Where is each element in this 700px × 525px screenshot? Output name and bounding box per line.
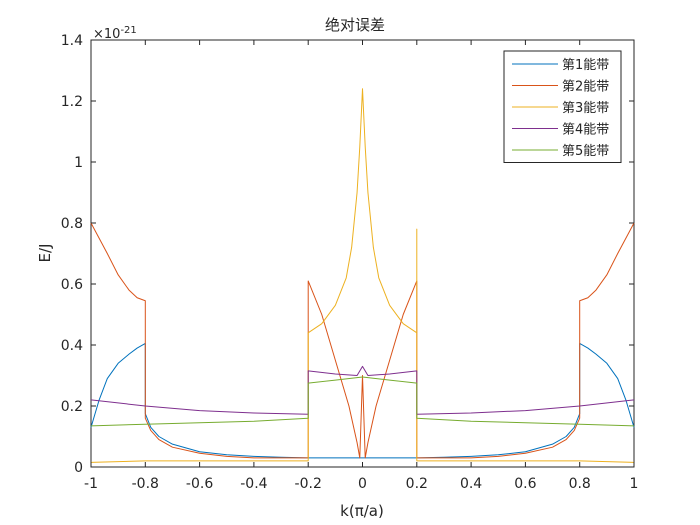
x-tick-label: 0.8: [569, 476, 591, 492]
legend-entry: 第5能带: [562, 144, 609, 159]
series-line-1: [90, 342, 635, 459]
chart-title: 绝对误差: [325, 16, 385, 34]
y-axis-label: E/J: [36, 244, 54, 263]
legend-entry: 第1能带: [562, 58, 609, 73]
x-tick-label: 0.6: [514, 476, 536, 492]
legend-entry: 第4能带: [562, 123, 609, 138]
y-exponent-label: ×10-21: [93, 25, 137, 42]
y-exponent-power: -21: [120, 25, 136, 36]
x-tick-label: 0.4: [460, 476, 482, 492]
x-tick-label: -0.2: [295, 476, 322, 492]
x-tick-label: -0.4: [240, 476, 267, 492]
x-tick-label: -0.6: [186, 476, 213, 492]
y-tick-label: 0.4: [61, 338, 83, 354]
legend-entry: 第2能带: [562, 80, 609, 95]
series-line-5: [90, 376, 635, 427]
y-tick-label: 0.6: [61, 277, 83, 293]
x-axis-label: k(π/a): [340, 502, 384, 520]
x-tick-label: -0.8: [132, 476, 159, 492]
y-tick-label: 0.8: [61, 216, 83, 232]
y-tick-label: 1.2: [61, 94, 83, 110]
y-tick-label: 0: [74, 460, 83, 476]
x-tick-label: 1: [630, 476, 639, 492]
legend-entry: 第3能带: [562, 101, 609, 116]
series-line-4: [90, 365, 635, 415]
x-tick-label: -1: [84, 476, 98, 492]
y-axis-ticks: 0 0.2 0.4 0.6 0.8 1 1.2 1.4: [61, 33, 634, 476]
x-tick-label: 0.2: [406, 476, 428, 492]
y-exponent-base: ×10: [93, 27, 120, 42]
y-tick-label: 0.2: [61, 399, 83, 415]
series-layer: [90, 88, 635, 463]
y-tick-label: 1: [74, 155, 83, 171]
series-line-2: [90, 222, 635, 459]
x-axis-ticks: -1 -0.8 -0.6 -0.4 -0.2 0 0.2 0.4 0.6 0.8 1: [84, 40, 638, 492]
series-line-3: [90, 88, 635, 463]
x-tick-label: 0: [358, 476, 367, 492]
y-tick-label: 1.4: [61, 33, 83, 49]
